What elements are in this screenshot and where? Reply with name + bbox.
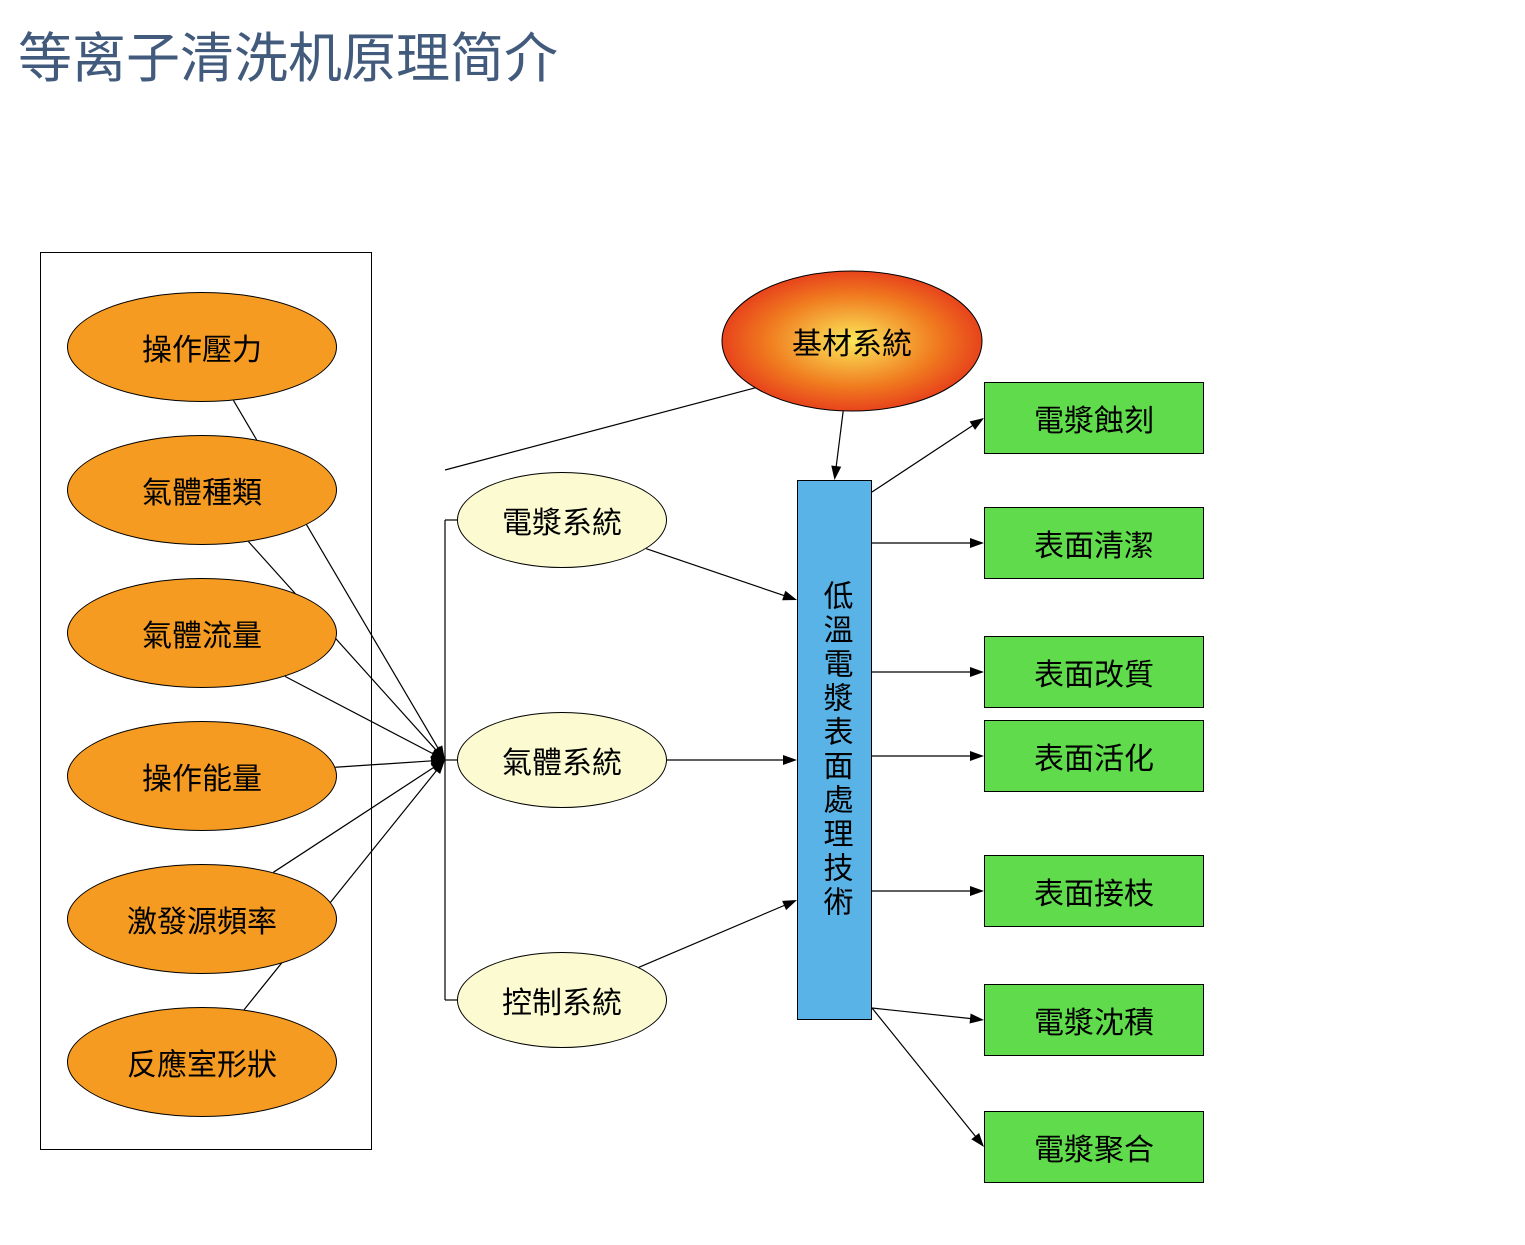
mid-ellipse-label: 氣體系統 (502, 738, 622, 782)
mid-ellipse-0: 電漿系統 (457, 472, 667, 568)
right-rect-0: 電漿蝕刻 (984, 382, 1204, 454)
left-ellipse-label: 激發源頻率 (127, 897, 277, 941)
diagram-canvas: 等离子清洗机原理简介 操作壓力 氣體種類 氣體流量 操作能量 激發源頻率 反應室… (0, 0, 1525, 1245)
right-rect-label: 表面改質 (1034, 650, 1154, 694)
page-title: 等离子清洗机原理简介 (18, 14, 558, 93)
left-ellipse-2: 氣體流量 (67, 578, 337, 688)
left-ellipse-4: 激發源頻率 (67, 864, 337, 974)
right-rect-label: 電漿蝕刻 (1034, 396, 1154, 440)
left-ellipse-label: 操作能量 (142, 754, 262, 798)
right-rect-6: 電漿聚合 (984, 1111, 1204, 1183)
mid-ellipse-1: 氣體系統 (457, 712, 667, 808)
center-rect-label: 低溫電漿表面處理技術 (813, 580, 857, 920)
right-rect-label: 電漿沈積 (1034, 998, 1154, 1042)
right-rect-label: 電漿聚合 (1034, 1125, 1154, 1169)
left-ellipse-label: 氣體流量 (142, 611, 262, 655)
left-ellipse-label: 氣體種類 (142, 468, 262, 512)
left-ellipse-0: 操作壓力 (67, 292, 337, 402)
left-ellipse-3: 操作能量 (67, 721, 337, 831)
right-rect-label: 表面活化 (1034, 734, 1154, 778)
right-rect-3: 表面活化 (984, 720, 1204, 792)
right-rect-1: 表面清潔 (984, 507, 1204, 579)
left-ellipse-1: 氣體種類 (67, 435, 337, 545)
mid-ellipse-2: 控制系統 (457, 952, 667, 1048)
top-ellipse-label: 基材系統 (792, 319, 912, 363)
mid-ellipse-label: 控制系統 (502, 978, 622, 1022)
left-ellipse-label: 反應室形狀 (127, 1040, 277, 1084)
right-rect-5: 電漿沈積 (984, 984, 1204, 1056)
right-rect-4: 表面接枝 (984, 855, 1204, 927)
right-rect-label: 表面接枝 (1034, 869, 1154, 913)
left-ellipse-label: 操作壓力 (142, 325, 262, 369)
right-rect-2: 表面改質 (984, 636, 1204, 708)
center-rect: 低溫電漿表面處理技術 (797, 480, 872, 1020)
top-ellipse: 基材系統 (722, 271, 982, 411)
right-rect-label: 表面清潔 (1034, 521, 1154, 565)
left-ellipse-5: 反應室形狀 (67, 1007, 337, 1117)
mid-ellipse-label: 電漿系統 (502, 498, 622, 542)
